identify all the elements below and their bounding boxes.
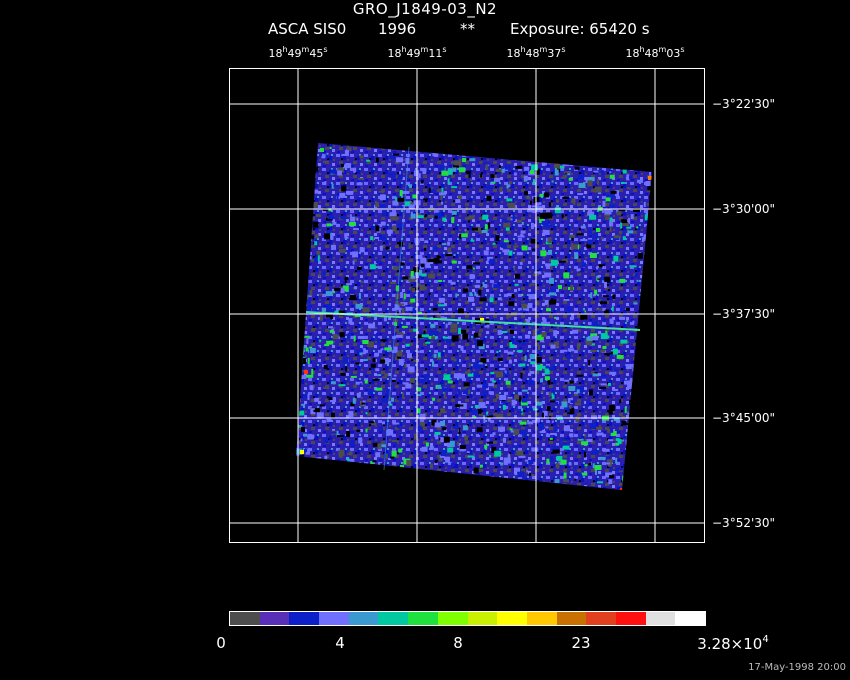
exposure-label: Exposure: 65420 s (510, 20, 650, 38)
dec-tick-label: −3°52'30" (712, 516, 776, 530)
dec-tick-label: −3°22'30" (712, 97, 776, 111)
ra-tick-label: 18h48m03s (625, 45, 685, 60)
chip-boundary (383, 146, 410, 471)
ra-tick-label: 18h48m37s (506, 45, 566, 60)
dec-tick-label: −3°37'30" (712, 307, 776, 321)
colorbar-segment (586, 612, 616, 625)
ra-tick-label: 18h49m45s (268, 45, 328, 60)
colorbar-segment (526, 612, 557, 625)
instrument-label: ASCA SIS0 (268, 20, 347, 38)
colorbar-segment (378, 612, 409, 625)
colorbar-max-label: 3.28×104 (697, 634, 769, 653)
dec-tick-label: −3°45'00" (712, 411, 776, 425)
dec-tick-label: −3°30'00" (712, 202, 776, 216)
colorbar-segment (437, 612, 468, 625)
colorbar-segment (259, 612, 290, 625)
coordinate-grid (229, 68, 705, 543)
colorbar-segment (467, 612, 498, 625)
marker-label: ** (460, 20, 475, 38)
colorbar-segment (289, 612, 320, 625)
image-frame (229, 68, 705, 543)
year-label: 1996 (378, 20, 417, 38)
colorbar-segment (675, 612, 705, 625)
colorbar-label: 0 (216, 634, 226, 652)
colorbar-label: 23 (571, 634, 591, 652)
colorbar-segment (556, 612, 587, 625)
colorbar (229, 611, 706, 626)
colorbar-segment (408, 612, 438, 625)
colorbar-segment (645, 612, 676, 625)
ra-tick-label: 18h49m11s (387, 45, 447, 60)
colorbar-segment (348, 612, 379, 625)
image-title: GRO_J1849-03_N2 (352, 0, 498, 18)
timestamp: 17-May-1998 20:00 (748, 662, 846, 673)
colorbar-segment (615, 612, 646, 625)
colorbar-label: 8 (453, 634, 463, 652)
chip-gap-artifact (305, 311, 641, 331)
colorbar-segment (497, 612, 527, 625)
colorbar-segment (230, 612, 260, 625)
colorbar-segment (319, 612, 349, 625)
colorbar-label: 4 (335, 634, 345, 652)
